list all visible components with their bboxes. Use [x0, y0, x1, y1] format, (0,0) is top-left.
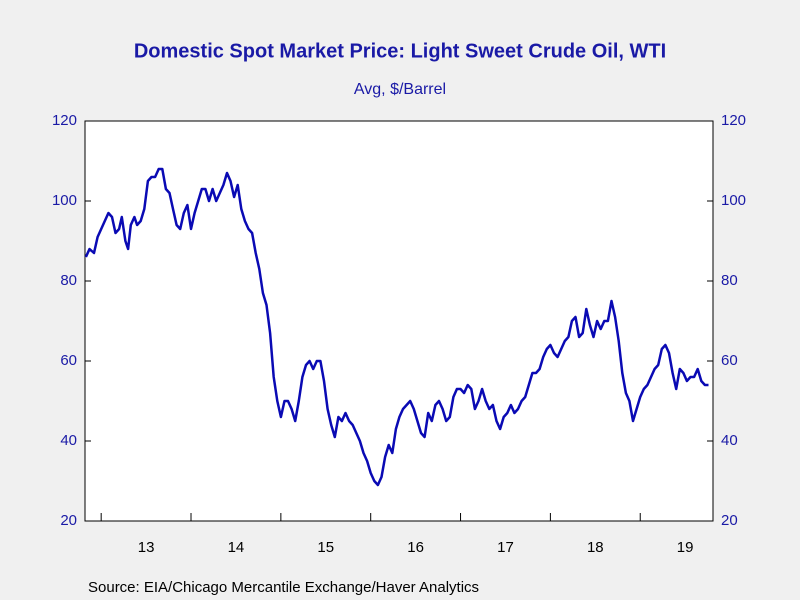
- y2-tick-label: 100: [721, 192, 746, 209]
- x-tick-label: 18: [587, 539, 604, 556]
- y-tick-label: 80: [60, 272, 77, 289]
- y2-tick-label: 80: [721, 272, 738, 289]
- y2-tick-label: 40: [721, 432, 738, 449]
- x-tick-label: 15: [317, 539, 334, 556]
- y2-tick-label: 60: [721, 352, 738, 369]
- y-tick-label: 20: [60, 512, 77, 529]
- x-tick-label: 19: [677, 539, 694, 556]
- source-note: Source: EIA/Chicago Mercantile Exchange/…: [88, 579, 479, 596]
- y-tick-label: 40: [60, 432, 77, 449]
- chart-subtitle: Avg, $/Barrel: [354, 81, 446, 98]
- x-tick-label: 16: [407, 539, 424, 556]
- price-line: [84, 167, 709, 487]
- x-tick-label: 17: [497, 539, 514, 556]
- chart-title: Domestic Spot Market Price: Light Sweet …: [134, 40, 666, 62]
- x-tick-label: 13: [138, 539, 155, 556]
- y-tick-label: 100: [52, 192, 77, 209]
- y2-tick-label: 20: [721, 512, 738, 529]
- y2-tick-label: 120: [721, 112, 746, 129]
- y-tick-label: 60: [60, 352, 77, 369]
- y-tick-label: 120: [52, 112, 77, 129]
- plot-area: [84, 120, 714, 522]
- x-tick-label: 14: [228, 539, 245, 556]
